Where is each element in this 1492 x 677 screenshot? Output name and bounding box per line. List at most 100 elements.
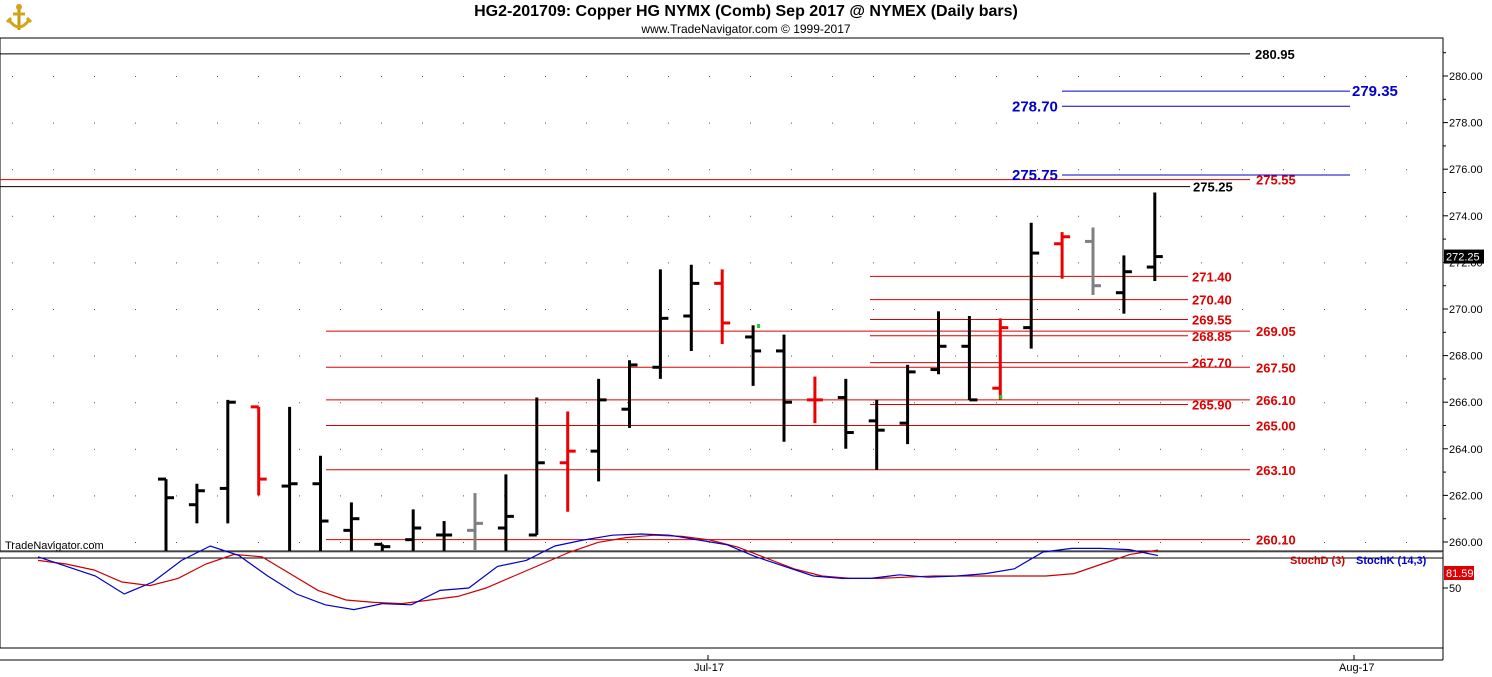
- grid-dot: [135, 215, 136, 217]
- grid-dot: [1324, 448, 1325, 450]
- grid-dot: [545, 542, 546, 543]
- grid-dot: [463, 355, 464, 357]
- level-label-269.55: 269.55: [1192, 312, 1232, 327]
- grid-dot: [545, 355, 546, 357]
- ohlc-bar: [1085, 227, 1101, 296]
- grid-dot: [996, 215, 997, 217]
- ohlc-bar: [806, 376, 823, 424]
- grid-dot: [12, 122, 13, 124]
- grid-dot: [1406, 122, 1407, 124]
- grid-dot: [955, 76, 956, 77]
- level-label-268.85: 268.85: [1192, 329, 1232, 344]
- grid-dot: [381, 309, 382, 310]
- grid-dot: [135, 355, 136, 357]
- grid-dot: [1242, 402, 1243, 404]
- ohlc-bar: [497, 474, 514, 551]
- grid-dot: [1283, 76, 1284, 77]
- grid-dot: [627, 215, 628, 217]
- grid-dot: [1242, 542, 1243, 543]
- ohlc-bar: [250, 405, 267, 496]
- last-price-box: [1444, 249, 1484, 264]
- grid-dot: [1201, 448, 1202, 450]
- grid-dot: [1324, 76, 1325, 77]
- grid-dot: [12, 215, 13, 217]
- grid-dot: [586, 76, 587, 77]
- grid-dot: [258, 122, 259, 124]
- grid-dot: [791, 448, 792, 450]
- grid-dot: [1160, 309, 1161, 310]
- grid-dot: [1365, 448, 1366, 450]
- signal-marker: [757, 324, 761, 328]
- grid-dot: [53, 309, 54, 310]
- ohlc-bar: [837, 378, 854, 449]
- y-tick-label: 270.00: [1449, 304, 1483, 316]
- grid-dot: [217, 448, 218, 450]
- grid-dot: [832, 262, 833, 264]
- grid-dot: [627, 169, 628, 171]
- grid-dot: [1078, 495, 1079, 497]
- grid-dot: [176, 542, 177, 543]
- ohlc-bar: [1146, 192, 1163, 282]
- grid-dot: [627, 542, 628, 543]
- grid-dot: [1037, 448, 1038, 450]
- grid-dot: [996, 309, 997, 310]
- ohlc-bar: [590, 378, 607, 482]
- grid-dot: [258, 309, 259, 310]
- chart-header: HG2-201709: Copper HG NYMX (Comb) Sep 20…: [0, 0, 1492, 38]
- grid-dot: [545, 309, 546, 310]
- level-label-263.10: 263.10: [1256, 463, 1296, 478]
- grid-dot: [217, 215, 218, 217]
- grid-dot: [1078, 402, 1079, 404]
- grid-dot: [217, 542, 218, 543]
- ohlc-bar: [467, 493, 483, 551]
- grid-dot: [955, 355, 956, 357]
- grid-dot: [750, 76, 751, 77]
- grid-dot: [1037, 495, 1038, 497]
- stoch-last-box: [1444, 566, 1474, 580]
- grid-dot: [1160, 495, 1161, 497]
- grid-dot: [176, 402, 177, 404]
- grid-dot: [463, 76, 464, 77]
- grid-dot: [996, 402, 997, 404]
- grid-dot: [1242, 262, 1243, 264]
- grid-dot: [668, 122, 669, 124]
- stoch-y-tick-label: 50: [1449, 583, 1461, 595]
- grid-dot: [463, 402, 464, 404]
- grid-dot: [586, 402, 587, 404]
- grid-dot: [1283, 448, 1284, 450]
- grid-dot: [791, 495, 792, 497]
- grid-dot: [586, 169, 587, 171]
- level-label-269.05: 269.05: [1256, 324, 1296, 339]
- grid-dot: [12, 542, 13, 543]
- grid-dot: [1037, 76, 1038, 77]
- grid-dot: [53, 355, 54, 357]
- grid-dot: [258, 402, 259, 404]
- grid-dot: [1201, 215, 1202, 217]
- ohlc-bar: [683, 264, 700, 351]
- grid-dot: [463, 122, 464, 124]
- grid-dot: [668, 542, 669, 543]
- grid-dot: [340, 355, 341, 357]
- grid-dot: [217, 355, 218, 357]
- ohlc-bar: [868, 399, 885, 470]
- grid-dot: [299, 215, 300, 217]
- grid-dot: [668, 495, 669, 497]
- grid-dot: [1324, 402, 1325, 404]
- grid-dot: [709, 215, 710, 217]
- x-tick-label: Jul-17: [694, 662, 724, 674]
- grid-dot: [94, 448, 95, 450]
- y-tick-label: 264.00: [1449, 444, 1483, 456]
- grid-dot: [1160, 122, 1161, 124]
- ohlc-bar: [528, 397, 545, 537]
- grid-dot: [1201, 122, 1202, 124]
- grid-dot: [258, 355, 259, 357]
- grid-dot: [586, 122, 587, 124]
- grid-dot: [1078, 76, 1079, 77]
- grid-dot: [545, 215, 546, 217]
- grid-dot: [873, 402, 874, 404]
- grid-dot: [832, 169, 833, 171]
- grid-dot: [627, 355, 628, 357]
- watermark: TradeNavigator.com: [5, 540, 104, 552]
- ohlc-bar: [158, 477, 174, 551]
